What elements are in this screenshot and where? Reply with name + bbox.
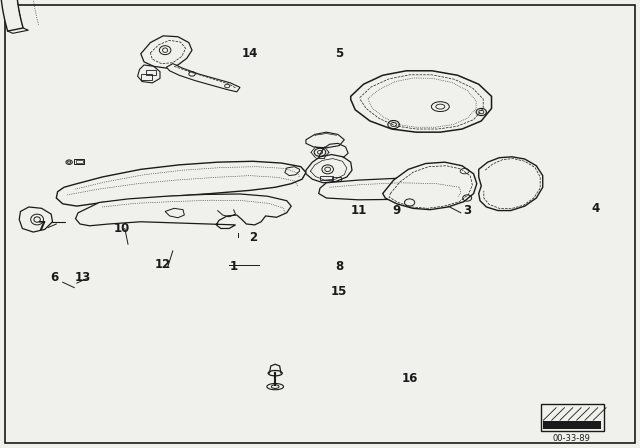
Text: 1: 1 (230, 260, 237, 273)
Polygon shape (306, 132, 344, 148)
Text: 10: 10 (113, 222, 130, 235)
Text: 13: 13 (75, 271, 92, 284)
Text: 11: 11 (350, 204, 367, 217)
Text: 6: 6 (51, 271, 58, 284)
Bar (74, 159, 84, 164)
Text: 14: 14 (241, 47, 258, 60)
Polygon shape (285, 167, 300, 176)
Bar (141, 74, 152, 80)
Polygon shape (165, 208, 184, 218)
Bar (543, 421, 601, 429)
Polygon shape (166, 64, 240, 92)
Polygon shape (351, 71, 492, 132)
Polygon shape (319, 178, 466, 200)
Text: 3: 3 (463, 204, 471, 217)
Text: 15: 15 (331, 284, 348, 298)
Bar (76, 160, 83, 163)
Polygon shape (383, 162, 477, 210)
Text: 12: 12 (155, 258, 172, 271)
Bar (146, 70, 156, 75)
Polygon shape (141, 36, 192, 68)
Polygon shape (0, 0, 159, 31)
Polygon shape (479, 157, 543, 211)
Text: 00-33-89: 00-33-89 (552, 434, 591, 443)
Bar (332, 177, 341, 181)
Text: 2: 2 (249, 231, 257, 244)
Text: 8: 8 (335, 260, 343, 273)
Polygon shape (19, 207, 52, 232)
Polygon shape (56, 161, 306, 206)
Text: 5: 5 (335, 47, 343, 60)
Text: 4: 4 (591, 202, 599, 215)
Polygon shape (306, 155, 352, 183)
Text: 7: 7 (38, 220, 45, 233)
Polygon shape (138, 65, 160, 83)
Text: 16: 16 (401, 372, 418, 385)
Text: 9: 9 (393, 204, 401, 217)
Bar (541, 404, 604, 431)
Polygon shape (76, 194, 291, 228)
Bar (320, 176, 333, 180)
